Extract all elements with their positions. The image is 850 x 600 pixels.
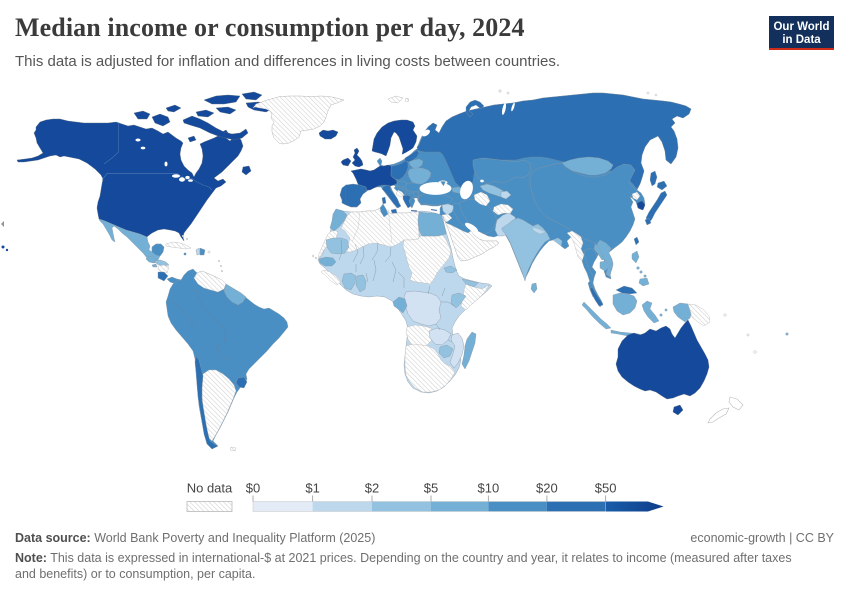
svg-text:$20: $20 xyxy=(536,481,558,496)
svg-text:No data: No data xyxy=(187,481,233,496)
svg-text:$5: $5 xyxy=(424,481,438,496)
svg-text:$2: $2 xyxy=(365,481,379,496)
svg-text:$1: $1 xyxy=(305,481,319,496)
svg-text:$50: $50 xyxy=(595,481,617,496)
svg-text:$10: $10 xyxy=(478,481,500,496)
svg-text:$0: $0 xyxy=(246,481,260,496)
